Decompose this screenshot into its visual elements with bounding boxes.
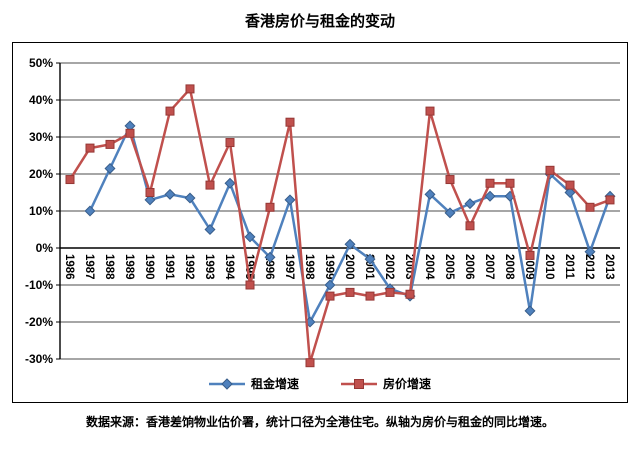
svg-text:1998: 1998	[303, 254, 315, 280]
chart-legend: 租金增速 房价增速	[13, 371, 627, 398]
svg-text:2002: 2002	[383, 254, 395, 280]
svg-text:1988: 1988	[103, 254, 115, 280]
svg-text:1987: 1987	[83, 254, 95, 280]
svg-text:2004: 2004	[423, 254, 435, 280]
svg-text:2012: 2012	[583, 254, 595, 280]
svg-text:40%: 40%	[29, 93, 53, 107]
svg-text:-30%: -30%	[25, 352, 53, 366]
svg-text:1990: 1990	[143, 254, 155, 280]
svg-text:-10%: -10%	[25, 278, 53, 292]
svg-text:1997: 1997	[283, 254, 295, 280]
svg-text:1986: 1986	[63, 254, 75, 280]
chart-frame: 50% 40% 30% 20% 10% 0% -10% -20% -30% 1986 1987 198…	[12, 42, 628, 403]
svg-text:2009: 2009	[523, 254, 535, 280]
svg-text:2008: 2008	[503, 254, 515, 280]
svg-text:2007: 2007	[483, 254, 495, 280]
source-caption: 数据来源：香港差饷物业估价署，统计口径为全港住宅。纵轴为房价与租金的同比增速。	[85, 415, 554, 429]
legend-label-rent: 租金增速	[250, 377, 299, 391]
chart-title: 香港房价与租金的变动	[244, 13, 395, 30]
svg-text:1994: 1994	[223, 254, 235, 280]
svg-text:2013: 2013	[603, 254, 615, 280]
svg-text:2005: 2005	[443, 254, 455, 280]
svg-text:-20%: -20%	[25, 315, 53, 329]
svg-text:2006: 2006	[463, 254, 475, 280]
svg-text:2000: 2000	[343, 254, 355, 280]
svg-text:50%: 50%	[29, 56, 53, 70]
svg-text:20%: 20%	[29, 167, 53, 181]
svg-text:1993: 1993	[203, 254, 215, 280]
legend-label-price: 房价增速	[383, 377, 432, 391]
svg-text:30%: 30%	[29, 130, 53, 144]
svg-text:0%: 0%	[36, 241, 54, 255]
chart-plot-canvas: 50% 40% 30% 20% 10% 0% -10% -20% -30% 1986 1987 198…	[25, 56, 620, 368]
svg-text:1992: 1992	[183, 254, 195, 280]
svg-text:2010: 2010	[543, 254, 555, 280]
svg-text:10%: 10%	[29, 204, 53, 218]
svg-text:2011: 2011	[563, 254, 575, 280]
price-square-marker-icon	[341, 378, 377, 389]
svg-text:1989: 1989	[123, 254, 135, 280]
rent-diamond-marker-icon	[208, 377, 245, 390]
svg-text:1991: 1991	[163, 254, 175, 280]
legend-item-rent: 租金增速	[208, 375, 299, 392]
svg-text:1999: 1999	[323, 254, 335, 280]
legend-item-price: 房价增速	[341, 375, 431, 392]
